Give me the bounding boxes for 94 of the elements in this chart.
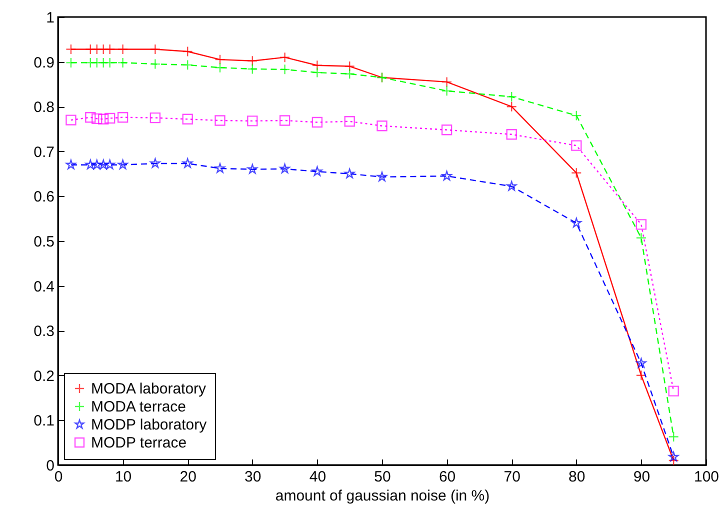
point <box>117 57 128 68</box>
point <box>98 114 109 124</box>
point <box>376 172 388 182</box>
point <box>506 101 517 112</box>
y-tick-label: 0.3 <box>34 323 54 340</box>
point <box>104 112 116 124</box>
point <box>344 116 355 127</box>
point <box>118 159 128 170</box>
point <box>442 170 452 180</box>
point <box>66 57 76 68</box>
point <box>247 164 258 174</box>
point <box>506 181 517 191</box>
point <box>85 159 96 170</box>
point <box>104 57 116 68</box>
legend-label: MODP terrace <box>91 434 187 452</box>
x-tick-label: 100 <box>694 468 720 486</box>
y-tick-label: 0.9 <box>34 54 54 72</box>
x-tick-label: 90 <box>633 468 650 486</box>
point <box>344 60 355 72</box>
x-tick-label: 50 <box>374 468 391 486</box>
point <box>214 54 226 65</box>
point <box>117 112 128 123</box>
point <box>312 166 322 176</box>
legend-label: MODP laboratory <box>91 416 208 434</box>
point <box>214 163 226 173</box>
point <box>506 129 517 140</box>
point <box>92 113 102 124</box>
point <box>636 358 646 368</box>
point <box>280 164 290 174</box>
y-tick-label: 0.1 <box>34 412 54 430</box>
point <box>247 56 258 66</box>
point <box>571 140 582 151</box>
y-tick-label: 0.5 <box>34 234 54 250</box>
point <box>104 159 115 170</box>
y-tick-label: 1 <box>46 10 54 26</box>
point <box>150 58 161 70</box>
point <box>66 44 76 55</box>
x-tick-label: 40 <box>309 468 326 486</box>
point <box>92 159 102 170</box>
point <box>182 114 193 124</box>
x-tick-label: 30 <box>244 468 262 486</box>
legend-label: MODA terrace <box>91 398 186 416</box>
point <box>182 158 193 168</box>
y-tick-label: 0.6 <box>34 188 54 206</box>
point <box>312 60 323 71</box>
point <box>66 159 76 170</box>
point <box>66 114 76 126</box>
x-tick-label: 70 <box>504 468 520 486</box>
point <box>668 386 679 396</box>
y-tick-label: 0.4 <box>34 278 54 296</box>
point <box>104 44 116 55</box>
point <box>668 455 679 466</box>
point <box>571 168 582 178</box>
point <box>636 232 647 244</box>
point <box>247 64 258 74</box>
point <box>279 64 290 75</box>
point <box>571 110 582 121</box>
point <box>571 218 582 228</box>
point <box>668 452 679 462</box>
point <box>668 431 679 442</box>
point <box>344 168 355 178</box>
point <box>312 116 323 128</box>
point <box>441 124 452 136</box>
point <box>636 370 647 381</box>
point <box>636 219 647 230</box>
y-tick-label: 0.8 <box>34 99 54 116</box>
x-tick-label: 10 <box>114 468 132 486</box>
legend-label: MODA laboratory <box>91 380 207 398</box>
point <box>117 44 128 55</box>
point <box>279 115 290 126</box>
x-tick-label: 60 <box>438 468 456 486</box>
point <box>441 86 452 96</box>
y-tick-label: 0 <box>46 458 54 474</box>
point <box>182 46 193 57</box>
point <box>376 120 388 132</box>
point <box>344 68 355 80</box>
point <box>441 76 452 88</box>
point <box>506 91 517 102</box>
point <box>150 44 161 55</box>
point <box>247 116 258 126</box>
x-tick-label: 80 <box>568 468 586 486</box>
point <box>150 112 161 124</box>
x-axis-title: amount of gaussian noise (in %) <box>275 488 490 504</box>
point <box>85 112 96 123</box>
point <box>98 159 108 170</box>
point <box>150 158 160 168</box>
point <box>312 67 323 78</box>
point <box>279 52 290 63</box>
y-tick-label: 0.2 <box>34 368 54 385</box>
x-tick-label: 20 <box>180 468 196 486</box>
point <box>214 62 226 73</box>
point <box>214 115 226 126</box>
y-tick-label: 0.7 <box>34 144 54 161</box>
point <box>182 60 193 70</box>
